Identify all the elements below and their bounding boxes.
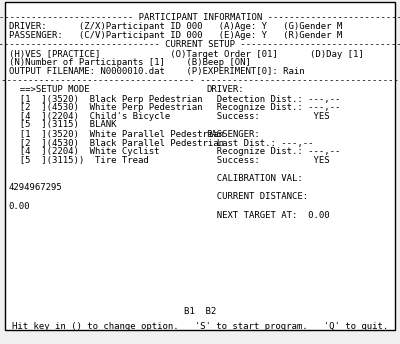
Text: (H)VES [PRACTICE]             (O)Target Order [01]      (D)Day [1]: (H)VES [PRACTICE] (O)Target Order [01] (… [9, 50, 364, 58]
Text: [2  ](4530)  Black Parallel Pedestrian: [2 ](4530) Black Parallel Pedestrian [9, 139, 224, 148]
Text: Recognize Dist.: ---,--: Recognize Dist.: ---,-- [206, 103, 340, 112]
Text: B1  B2: B1 B2 [184, 307, 216, 316]
Text: CALIBRATION VAL:: CALIBRATION VAL: [206, 174, 303, 183]
Text: Detection Dist.: ---,--: Detection Dist.: ---,-- [206, 95, 340, 104]
Text: ---------------------------------- CURRENT SETUP -------------------------------: ---------------------------------- CURRE… [0, 40, 400, 49]
Text: Success:          YES: Success: YES [206, 156, 330, 165]
Text: NEXT TARGET AT:  0.00: NEXT TARGET AT: 0.00 [206, 211, 330, 220]
Text: PASSENGER:: PASSENGER: [206, 130, 260, 139]
Text: ------------------------------ PARTICIPANT INFORMATION -------------------------: ------------------------------ PARTICIPA… [0, 13, 400, 22]
Text: [1  ](3520)  White Parallel Pedestrian: [1 ](3520) White Parallel Pedestrian [9, 130, 224, 139]
Text: [2  ](4530)  White Perp Pedestrian: [2 ](4530) White Perp Pedestrian [9, 103, 202, 112]
Text: --------------------------------------- ----------------------------------------: --------------------------------------- … [0, 76, 400, 85]
Text: CURRENT DISTANCE:: CURRENT DISTANCE: [206, 192, 308, 201]
Text: [1  ](3520)  Black Perp Pedestrian: [1 ](3520) Black Perp Pedestrian [9, 95, 202, 104]
Text: (N)Number of Participants [1]    (B)Beep [ON]: (N)Number of Participants [1] (B)Beep [O… [9, 58, 251, 67]
Text: 0.00: 0.00 [9, 202, 30, 211]
Text: DRIVER:      (Z/X)Participant ID 000   (A)Age: Y   (G)Gender M: DRIVER: (Z/X)Participant ID 000 (A)Age: … [9, 22, 342, 31]
Text: Recognize Dist.: ---,--: Recognize Dist.: ---,-- [206, 147, 340, 156]
Text: OUTPUT FILENAME: N0000010.dat    (P)EXPERIMENT[0]: Rain: OUTPUT FILENAME: N0000010.dat (P)EXPERIM… [9, 67, 304, 76]
Text: PASSENGER:   (C/V)Participant ID 000   (E)Age: Y   (R)Gender M: PASSENGER: (C/V)Participant ID 000 (E)Ag… [9, 31, 342, 40]
Text: 4294967295: 4294967295 [9, 183, 62, 192]
Text: Success:          YES: Success: YES [206, 112, 330, 121]
Text: Last Dist.: ---,--: Last Dist.: ---,-- [206, 139, 314, 148]
Text: ==>SETUP MODE: ==>SETUP MODE [9, 85, 90, 94]
Text: Hit key in () to change option.   'S' to start program.   'Q' to quit.: Hit key in () to change option. 'S' to s… [12, 322, 388, 331]
Text: DRIVER:: DRIVER: [206, 85, 244, 94]
Text: [5  ](3115))  Tire Tread: [5 ](3115)) Tire Tread [9, 156, 148, 165]
Text: [4  ](2204)  Child's Bicycle: [4 ](2204) Child's Bicycle [9, 112, 170, 121]
Text: [5  ](3115)  BLANK: [5 ](3115) BLANK [9, 120, 116, 129]
Text: [4  ](2204)  White Cyclist: [4 ](2204) White Cyclist [9, 147, 159, 156]
